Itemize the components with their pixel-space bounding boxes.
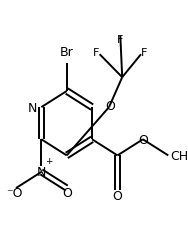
Text: +: +: [45, 157, 52, 166]
Text: N: N: [37, 166, 46, 179]
Text: N: N: [28, 101, 38, 114]
Text: O: O: [105, 100, 115, 113]
Text: F: F: [93, 48, 99, 58]
Text: ⁻O: ⁻O: [6, 186, 23, 199]
Text: Br: Br: [60, 46, 74, 59]
Text: CH₃: CH₃: [171, 149, 188, 162]
Text: O: O: [113, 189, 122, 202]
Text: F: F: [141, 48, 147, 58]
Text: O: O: [138, 133, 148, 146]
Text: O: O: [63, 186, 73, 199]
Text: F: F: [117, 35, 124, 45]
